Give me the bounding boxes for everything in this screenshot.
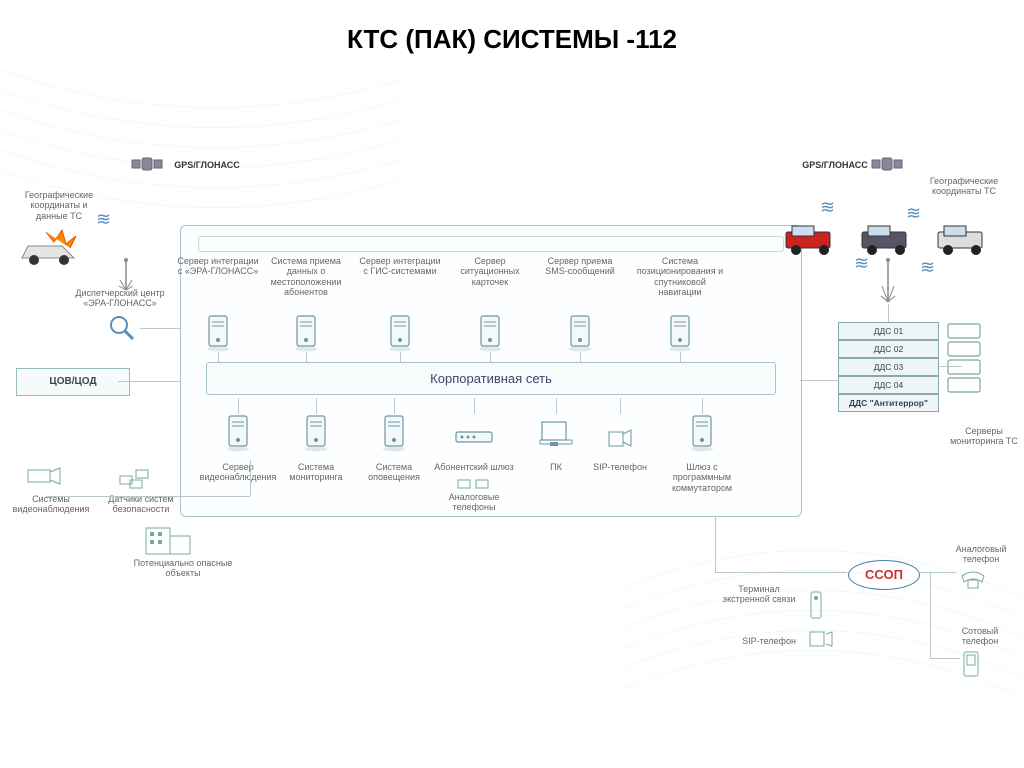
conn-gateway-ssop-h xyxy=(715,572,847,573)
conn-bot-1 xyxy=(316,398,317,414)
conn-bot-4 xyxy=(556,398,557,414)
crashed-car-icon xyxy=(16,228,92,270)
conn-cctv-h xyxy=(46,496,250,497)
bottom-item-label-5: SIP-телефон xyxy=(580,462,660,472)
bottom-item-icon-5 xyxy=(607,426,633,448)
radio-zig-1: ≋ xyxy=(96,210,108,228)
sip-phone-right-icon xyxy=(808,630,834,650)
bottom-item-label-3: Абонентский шлюз xyxy=(434,462,514,472)
top-server-label-4: Сервер приема SMS-сообщений xyxy=(536,256,624,277)
gps-label-left: GPS/ГЛОНАСС xyxy=(162,160,252,170)
vehicle-icon-0 xyxy=(780,224,844,256)
analog-phone-label: Аналоговый телефон xyxy=(944,544,1018,565)
ssop-cloud: ССОП xyxy=(848,560,920,590)
conn-top-3 xyxy=(490,352,491,362)
satellite-left-icon xyxy=(130,150,164,178)
monitor-servers-label: Серверы мониторинга ТС xyxy=(946,426,1022,447)
conn-dispatch-main xyxy=(140,328,180,329)
antenna-left-icon xyxy=(116,256,136,292)
dds-row-0: ДДС 01 xyxy=(838,322,939,340)
conn-tsov-main xyxy=(118,381,180,382)
conn-gateway-ssop xyxy=(715,516,716,572)
corporate-network-bar: Корпоративная сеть xyxy=(206,362,776,395)
bottom-item-label-2: Система оповещения xyxy=(354,462,434,483)
antenna-right-icon xyxy=(878,256,898,304)
bottom-item-label-1: Система мониторинга xyxy=(276,462,356,483)
conn-bot-0 xyxy=(238,398,239,414)
gps-label-right: GPS/ГЛОНАСС xyxy=(790,160,880,170)
analog-phones-icon xyxy=(456,476,492,492)
hazard-building-icon xyxy=(142,518,194,556)
top-server-label-0: Сервер интеграции с «ЭРА-ГЛОНАСС» xyxy=(174,256,262,277)
conn-top-0 xyxy=(218,352,219,362)
satellite-right-icon xyxy=(870,150,904,178)
bottom-item-icon-6 xyxy=(689,414,715,452)
radio-zig-2: ≋ xyxy=(820,198,832,216)
bottom-item-icon-0 xyxy=(225,414,251,452)
bottom-item-icon-2 xyxy=(381,414,407,452)
top-server-icon-1 xyxy=(293,314,319,352)
hazard-label: Потенциально опасные объекты xyxy=(128,558,238,579)
top-server-icon-2 xyxy=(387,314,413,352)
cell-phone-icon xyxy=(962,650,980,678)
main-box-header-strip xyxy=(198,236,784,252)
dds-row-3: ДДС 04 xyxy=(838,376,939,394)
top-server-label-5: Система позиционирования и спутниковой н… xyxy=(636,256,724,297)
conn-ssop-cell-h xyxy=(930,658,960,659)
bottom-item-icon-3 xyxy=(454,428,494,446)
radio-zig-4: ≋ xyxy=(854,254,866,272)
sip-phone-right-label: SIP-телефон xyxy=(734,636,804,646)
top-server-label-3: Сервер ситуационных карточек xyxy=(446,256,534,287)
conn-main-dds xyxy=(800,380,838,381)
conn-top-2 xyxy=(400,352,401,362)
dds-row-1: ДДС 02 xyxy=(838,340,939,358)
conn-top-5 xyxy=(680,352,681,362)
geo-coords-right-label: Географические координаты ТС xyxy=(918,176,1010,197)
vehicle-icon-2 xyxy=(932,224,996,256)
dispatch-magnifier-icon xyxy=(108,314,136,342)
conn-bot-2 xyxy=(394,398,395,414)
radio-zig-3: ≋ xyxy=(906,204,918,222)
sensors-label: Датчики систем безопасности xyxy=(98,494,184,515)
top-server-icon-4 xyxy=(567,314,593,352)
top-server-icon-3 xyxy=(477,314,503,352)
conn-antenna-dds xyxy=(888,304,889,322)
dds-row-4: ДДС "Антитеррор" xyxy=(838,394,939,412)
cctv-label: Системы видеонаблюдения xyxy=(8,494,94,515)
conn-bot-5 xyxy=(620,398,621,414)
conn-cctv-server xyxy=(250,460,251,496)
bottom-item-label-6: Шлюз с программным коммутатором xyxy=(662,462,742,493)
conn-top-1 xyxy=(306,352,307,362)
cell-phone-label: Сотовый телефон xyxy=(944,626,1016,647)
conn-ssop-cell xyxy=(930,572,931,658)
emergency-terminal-icon xyxy=(808,590,824,620)
dds-row-2: ДДС 03 xyxy=(838,358,939,376)
tsov-tsod-box: ЦОВ/ЦОД xyxy=(16,368,130,396)
bottom-item-sublabel-3: Аналоговые телефоны xyxy=(434,492,514,513)
bottom-item-icon-4 xyxy=(538,420,574,450)
top-server-label-1: Система приема данных о местоположении а… xyxy=(262,256,350,297)
conn-bot-3 xyxy=(474,398,475,414)
top-server-label-2: Сервер интеграции с ГИС-системами xyxy=(356,256,444,277)
top-server-icon-5 xyxy=(667,314,693,352)
emergency-terminal-label: Терминал экстренной связи xyxy=(716,584,802,605)
sensors-icon xyxy=(118,466,154,490)
geo-coords-left-label: Географические координаты и данные ТС xyxy=(16,190,102,221)
page-title: КТС (ПАК) СИСТЕМЫ -112 xyxy=(0,24,1024,55)
analog-phone-icon xyxy=(958,568,988,590)
top-server-icon-0 xyxy=(205,314,231,352)
conn-ssop-analog xyxy=(920,572,956,573)
radio-zig-5: ≋ xyxy=(920,258,932,276)
conn-top-4 xyxy=(580,352,581,362)
bottom-item-icon-1 xyxy=(303,414,329,452)
bottom-item-label-0: Сервер видеонаблюдения xyxy=(198,462,278,483)
cctv-icon xyxy=(24,462,64,490)
conn-bot-6 xyxy=(702,398,703,414)
vehicle-icon-1 xyxy=(856,224,920,256)
conn-dds-monitor xyxy=(938,366,962,367)
